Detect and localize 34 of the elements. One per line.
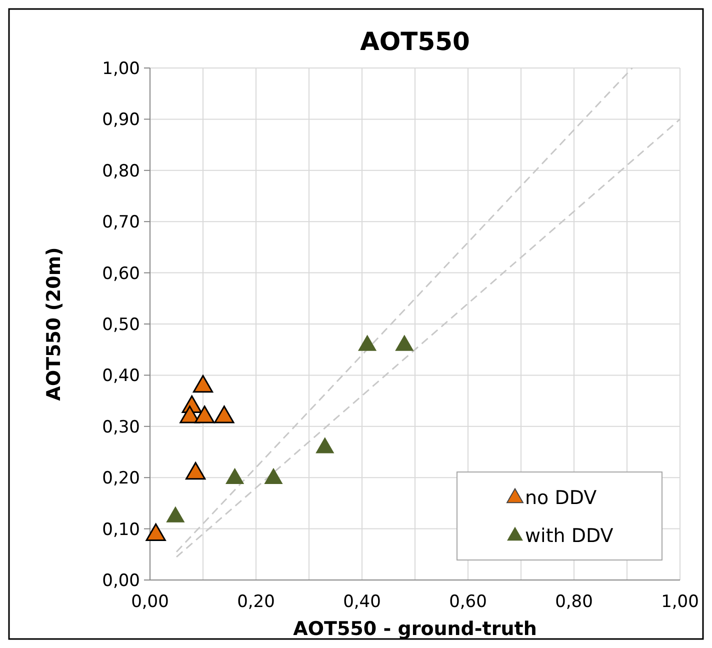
x-tick-label: 0,00 [131, 592, 169, 612]
y-tick-label: 0,90 [102, 110, 140, 130]
y-tick-label: 0,60 [102, 264, 140, 284]
point [194, 406, 215, 424]
y-tick-label: 0,40 [102, 366, 140, 386]
y-tick-label: 0,10 [102, 520, 140, 540]
y-tick-label: 0,80 [102, 161, 140, 182]
point [214, 406, 234, 424]
point [186, 462, 206, 480]
x-tick-label: 0,40 [343, 592, 381, 612]
y-tick-label: 1,00 [102, 58, 140, 79]
y-tick-label: 0,70 [102, 212, 140, 233]
point [192, 374, 214, 393]
point [395, 334, 414, 351]
x-tick-label: 1,00 [661, 592, 699, 612]
point [316, 437, 334, 454]
chart-title: AOT550 [360, 27, 470, 56]
point [180, 406, 200, 424]
point [166, 506, 185, 522]
y-axis-title: AOT550 (20m) [43, 247, 65, 401]
x-tick-label: 0,20 [237, 592, 275, 612]
x-tick-label: 0,60 [449, 592, 487, 612]
x-axis-title: AOT550 - ground-truth [293, 618, 537, 640]
y-tick-label: 0,20 [102, 468, 140, 489]
point [264, 468, 283, 484]
legend-label: no DDV [525, 487, 597, 509]
point [225, 468, 244, 484]
y-tick-label: 0,30 [102, 417, 140, 438]
point [358, 334, 377, 351]
y-tick-label: 0,00 [102, 570, 140, 591]
x-tick-label: 0,80 [555, 592, 593, 612]
legend-label: with DDV [525, 525, 614, 547]
y-tick-label: 0,50 [102, 314, 140, 335]
point [146, 523, 166, 542]
